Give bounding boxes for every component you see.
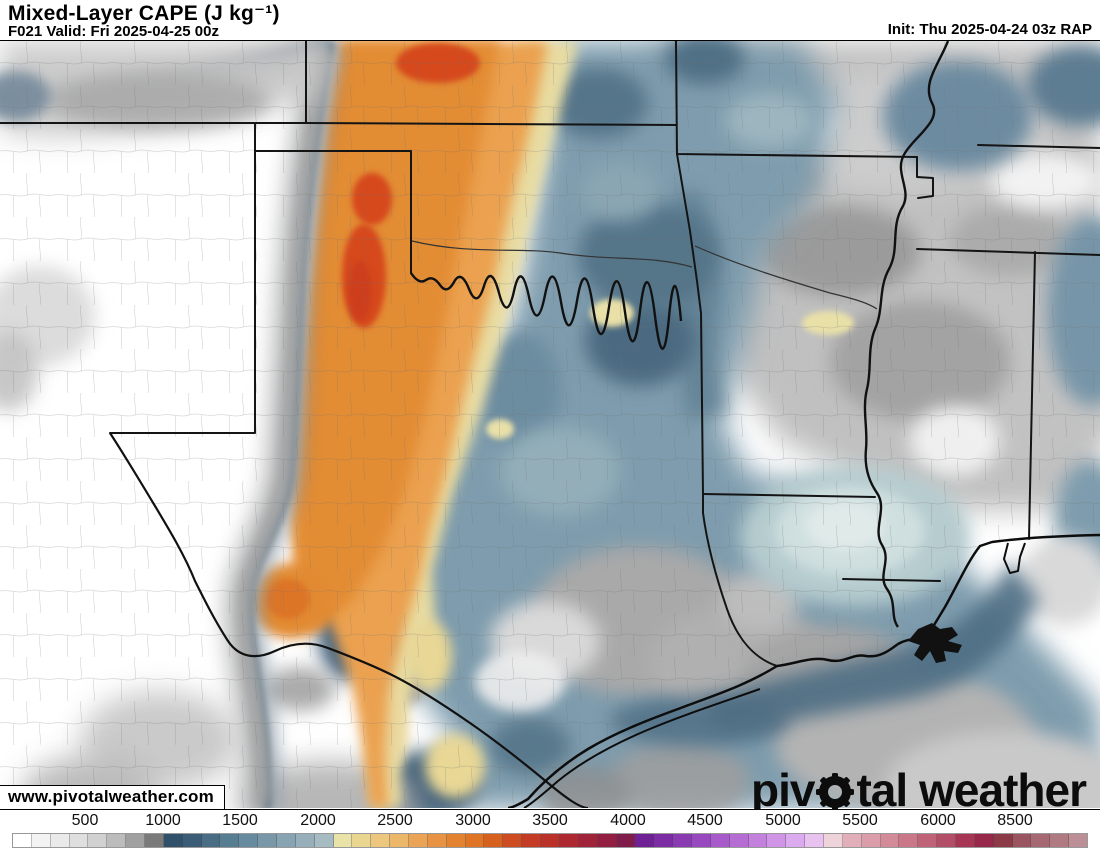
colorbar-segment — [295, 834, 315, 847]
colorbar-segment — [880, 834, 900, 847]
colorbar-segment — [484, 834, 504, 847]
logo-text-weather: weather — [919, 764, 1087, 816]
colorbar-segment — [767, 834, 787, 847]
colorbar-segment — [823, 834, 843, 847]
colorbar-segment — [107, 834, 127, 847]
pivotal-weather-logo: piv tal weat — [750, 764, 1087, 816]
watermark-url: www.pivotalweather.com — [0, 785, 225, 809]
colorbar-segment — [314, 834, 334, 847]
colorbar-tick-label: 1000 — [145, 812, 181, 829]
colorbar-segment — [390, 834, 410, 847]
colorbar-segment — [503, 834, 523, 847]
colorbar-segment — [427, 834, 447, 847]
colorbar-tick-label: 1500 — [222, 812, 258, 829]
colorbar-tick-label: 2500 — [377, 812, 413, 829]
colorbar-segment — [126, 834, 146, 847]
cape-map-graphic — [0, 41, 1100, 808]
colorbar-segment — [974, 834, 994, 847]
colorbar-segment — [842, 834, 862, 847]
colorbar-segment — [88, 834, 108, 847]
colorbar-segment — [597, 834, 617, 847]
colorbar-tick-label: 2000 — [300, 812, 336, 829]
colorbar-segment — [748, 834, 768, 847]
colorbar-tick-label: 3000 — [455, 812, 491, 829]
colorbar-segment — [993, 834, 1013, 847]
colorbar-segment — [861, 834, 881, 847]
colorbar-segment — [635, 834, 655, 847]
colorbar-segment — [522, 834, 542, 847]
colorbar-segment — [239, 834, 259, 847]
cape-map: www.pivotalweather.com piv — [0, 40, 1100, 816]
colorbar-segment — [1031, 834, 1051, 847]
map-title: Mixed-Layer CAPE (J kg⁻¹) — [8, 2, 280, 25]
colorbar-segment — [937, 834, 956, 847]
colorbar-tick-label: 3500 — [532, 812, 568, 829]
colorbar-segment — [616, 834, 636, 847]
header: Mixed-Layer CAPE (J kg⁻¹) F021 Valid: Fr… — [0, 0, 1100, 40]
colorbar-tick-label: 6000 — [920, 812, 956, 829]
colorbar-segment — [163, 834, 183, 847]
colorbar-segment — [710, 834, 730, 847]
colorbar-tick-label: 8500 — [997, 812, 1033, 829]
valid-time-label: F021 Valid: Fri 2025-04-25 00z — [8, 23, 219, 40]
colorbar-tick-label: 5000 — [765, 812, 801, 829]
colorbar-segment — [446, 834, 466, 847]
logo-text-piv: piv — [750, 764, 815, 816]
init-time-label: Init: Thu 2025-04-24 03z RAP — [887, 21, 1092, 38]
colorbar-segment — [145, 834, 164, 847]
colorbar-tick-label: 4000 — [610, 812, 646, 829]
colorbar-tick-label: 4500 — [687, 812, 723, 829]
colorbar-segment — [50, 834, 70, 847]
colorbar-segment — [13, 834, 32, 847]
logo-text-tal: tal — [856, 764, 908, 816]
colorbar-segment — [1050, 834, 1070, 847]
colorbar-segment — [654, 834, 674, 847]
colorbar-segment — [899, 834, 919, 847]
colorbar-segment — [409, 834, 428, 847]
colorbar-segment — [1012, 834, 1032, 847]
colorbar-segment — [1069, 834, 1087, 847]
colorbar-segment — [918, 834, 938, 847]
colorbar-segment — [955, 834, 975, 847]
colorbar-segment — [69, 834, 89, 847]
colorbar-segment — [559, 834, 579, 847]
colorbar-segment — [578, 834, 598, 847]
colorbar-segment — [182, 834, 202, 847]
gear-icon — [816, 773, 855, 811]
colorbar-segment — [673, 834, 692, 847]
cape-colorbar — [12, 833, 1088, 848]
colorbar-segment — [277, 834, 296, 847]
colorbar-segment — [541, 834, 560, 847]
colorbar-segment — [786, 834, 806, 847]
colorbar-segment — [31, 834, 51, 847]
colorbar-tick-label: 5500 — [842, 812, 878, 829]
colorbar-segment — [691, 834, 711, 847]
colorbar-segment — [352, 834, 372, 847]
colorbar-segment — [220, 834, 240, 847]
colorbar-tick-label: 500 — [71, 812, 99, 829]
colorbar-strip: 500 1000 1500 2000 2500 3000 3500 4000 4500 5000 5… — [0, 810, 1100, 850]
colorbar-segment — [465, 834, 485, 847]
colorbar-segment — [258, 834, 278, 847]
colorbar-segment — [805, 834, 824, 847]
colorbar-segment — [201, 834, 221, 847]
colorbar-segment — [729, 834, 749, 847]
colorbar-segment — [333, 834, 353, 847]
colorbar-segment — [371, 834, 391, 847]
